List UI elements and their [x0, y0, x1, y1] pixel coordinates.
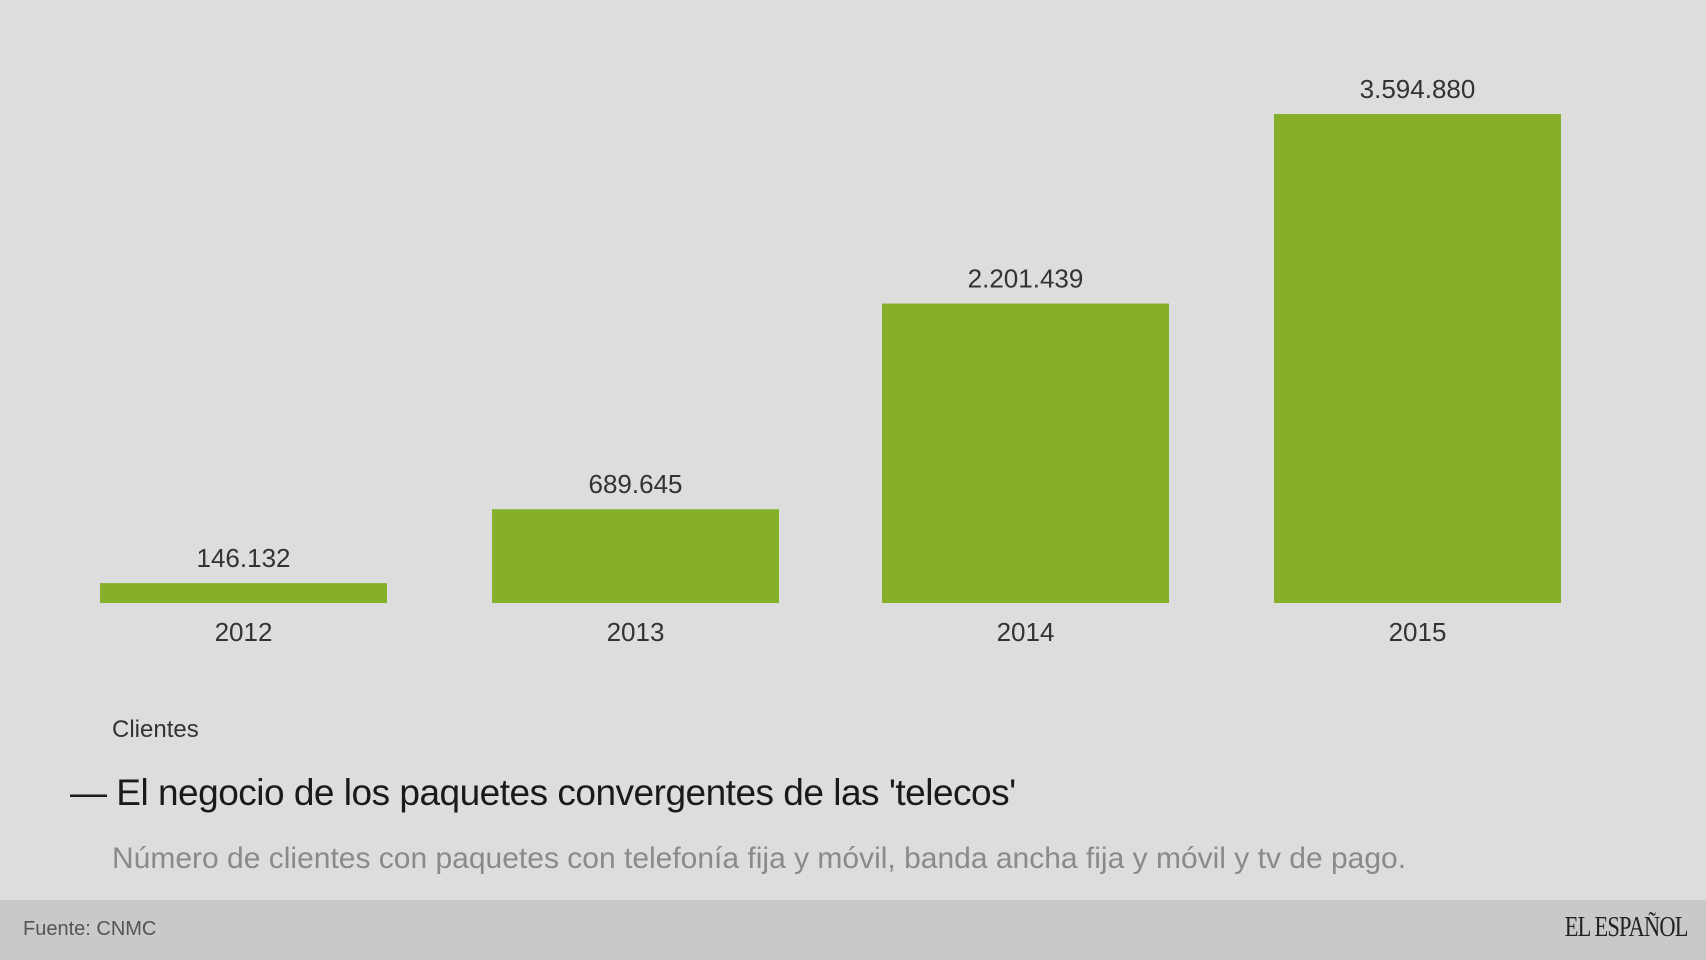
data-label-2014: 2.201.439: [968, 264, 1084, 294]
series-label: Clientes: [112, 716, 199, 743]
bar-chart: 146.132 2012 689.645 2013 2.201.439 2014 3.594…: [100, 74, 1561, 647]
x-tick-label-2015: 2015: [1389, 617, 1447, 647]
data-label-2015: 3.594.880: [1360, 74, 1476, 104]
x-tick-label-2014: 2014: [997, 617, 1055, 647]
bar-2015: [1274, 114, 1561, 603]
source-text: Fuente: CNMC: [23, 918, 157, 940]
el-espanol-logo[interactable]: EL ESPAÑOL: [1565, 912, 1689, 943]
chart-title: — El negocio de los paquetes convergente…: [70, 772, 1016, 814]
title-text: El negocio de los paquetes convergentes …: [116, 772, 1016, 813]
data-label-2012: 146.132: [197, 543, 291, 573]
bar-2013: [492, 509, 779, 603]
bar-2012: [100, 583, 387, 603]
data-label-2013: 689.645: [589, 469, 683, 499]
bar-2014: [882, 303, 1169, 603]
x-tick-label-2013: 2013: [607, 617, 665, 647]
chart-subtitle: Número de clientes con paquetes con tele…: [112, 842, 1407, 875]
legend-dash: —: [70, 772, 117, 813]
footer: Fuente: CNMC EL ESPAÑOL: [0, 900, 1706, 960]
x-tick-label-2012: 2012: [215, 617, 273, 647]
